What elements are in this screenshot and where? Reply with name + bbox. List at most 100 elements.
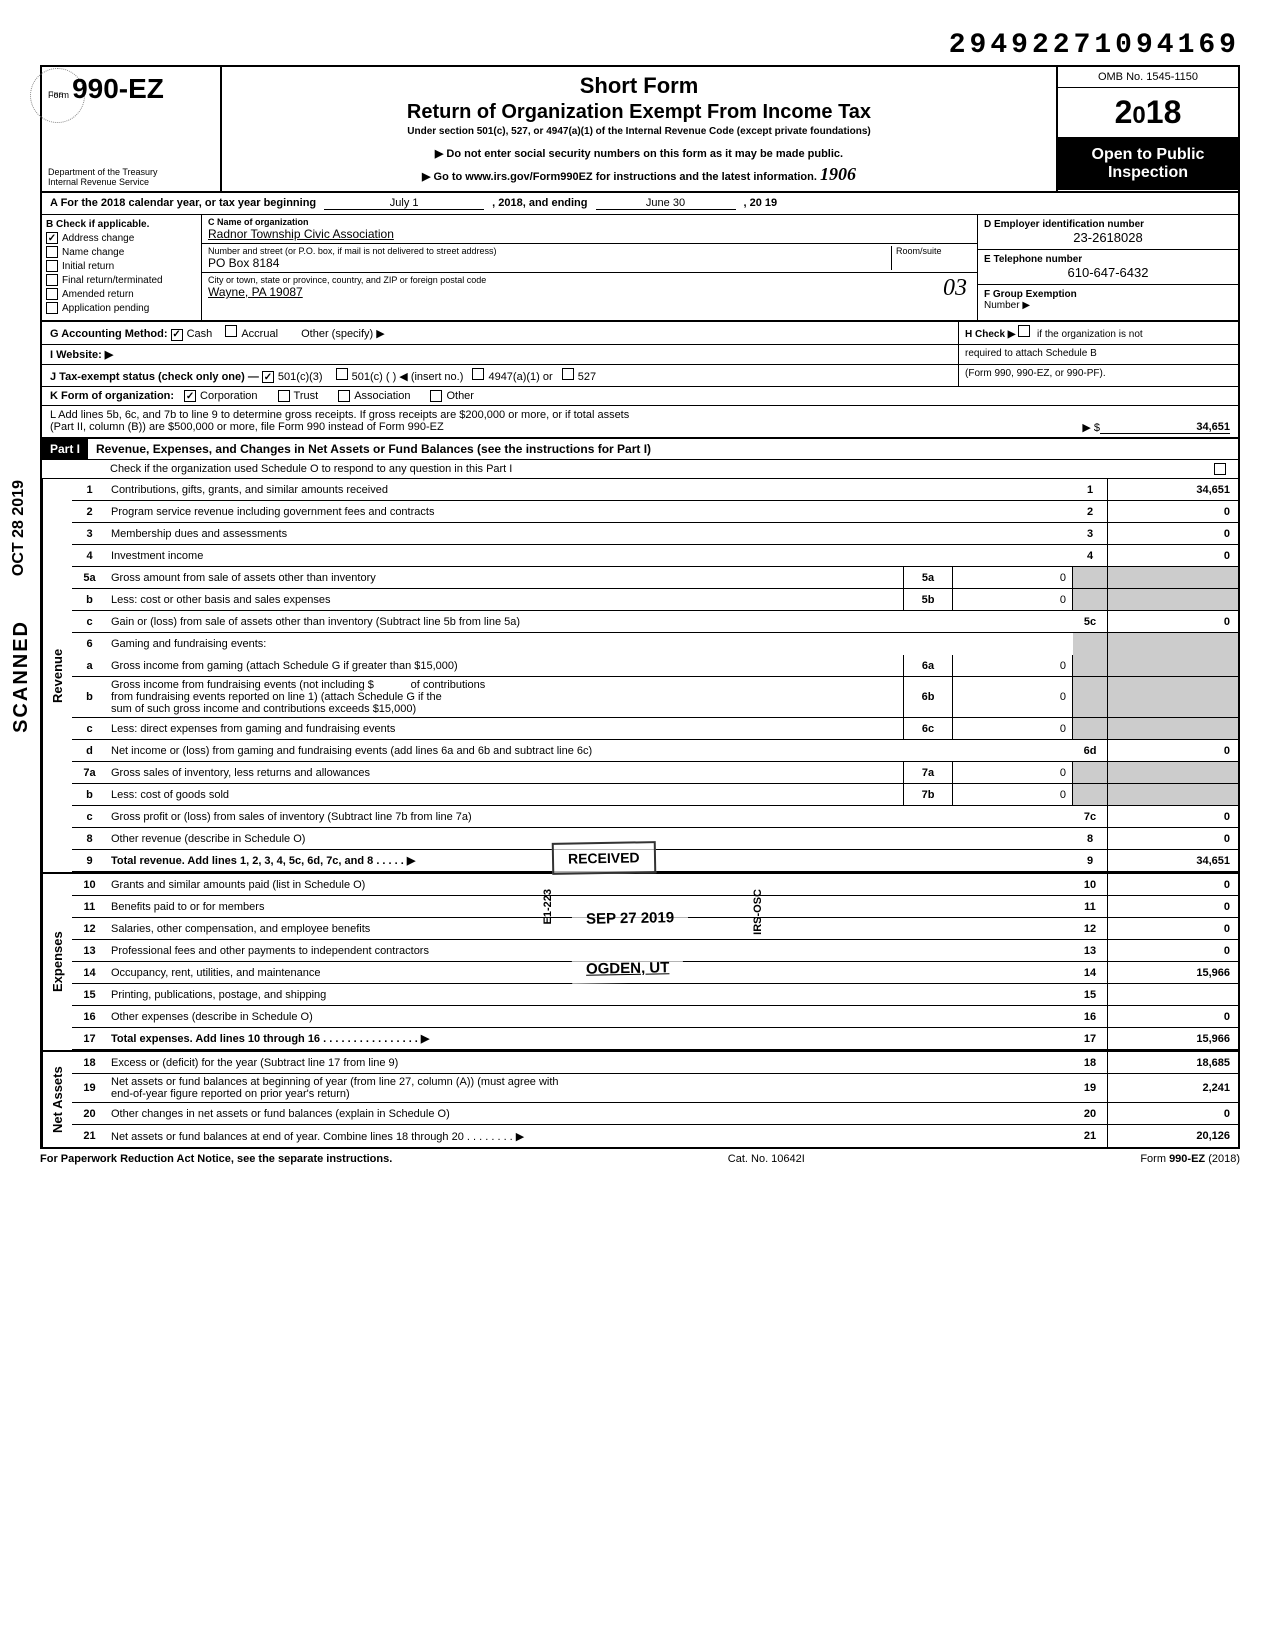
line-21-val[interactable]: 20,126 — [1108, 1125, 1238, 1147]
received-stamp: RECEIVED — [552, 841, 656, 875]
part-1-header: Part I Revenue, Expenses, and Changes in… — [42, 439, 1238, 460]
line-7a-num: 7a — [72, 765, 107, 781]
checkbox-amended[interactable] — [46, 288, 58, 300]
line-6c-mnum: 6c — [903, 718, 953, 739]
line-3-desc: Membership dues and assessments — [107, 526, 1073, 542]
tax-year-end[interactable]: June 30 — [596, 197, 736, 210]
line-18-rnum: 18 — [1073, 1052, 1108, 1073]
line-16-val[interactable]: 0 — [1108, 1006, 1238, 1027]
checkbox-501c3[interactable]: ✓ — [262, 371, 274, 383]
line-2-val[interactable]: 0 — [1108, 501, 1238, 522]
checkbox-address-change[interactable]: ✓ — [46, 232, 58, 244]
line-6b-desc: Gross income from fundraising events (no… — [107, 677, 903, 717]
checkbox-sched-o[interactable] — [1214, 463, 1226, 475]
org-name-row: C Name of organization Radnor Township C… — [202, 215, 977, 244]
checkbox-initial-return[interactable] — [46, 260, 58, 272]
line-6b-d4: sum of such gross income and contributio… — [111, 703, 416, 715]
label-4947: 4947(a)(1) or — [488, 371, 552, 383]
line-7a-mval[interactable]: 0 — [953, 762, 1073, 783]
checkbox-name-change[interactable] — [46, 246, 58, 258]
org-street[interactable]: PO Box 8184 — [208, 256, 891, 270]
line-4-val[interactable]: 0 — [1108, 545, 1238, 566]
checkbox-cash[interactable]: ✓ — [171, 329, 183, 341]
checkbox-sched-b[interactable] — [1018, 325, 1030, 337]
ein-value[interactable]: 23-2618028 — [984, 230, 1232, 245]
line-11-val[interactable]: 0 — [1108, 896, 1238, 917]
line-7c-val[interactable]: 0 — [1108, 806, 1238, 827]
line-7b-desc: Less: cost of goods sold — [107, 787, 903, 803]
row-h3: (Form 990, 990-EZ, or 990-PF). — [958, 365, 1238, 387]
short-form-title: Short Form — [232, 73, 1046, 99]
checkbox-trust[interactable] — [278, 390, 290, 402]
return-title: Return of Organization Exempt From Incom… — [232, 101, 1046, 124]
line-20-val[interactable]: 0 — [1108, 1103, 1238, 1124]
checkbox-other-org[interactable] — [430, 390, 442, 402]
label-accrual: Accrual — [241, 328, 278, 340]
city-row: City or town, state or province, country… — [202, 273, 977, 301]
form-990ez: Form 990-EZ Department of the Treasury I… — [40, 65, 1240, 1149]
line-6a-num: a — [72, 658, 107, 674]
label-other-method: Other (specify) ▶ — [301, 328, 385, 340]
org-name[interactable]: Radnor Township Civic Association — [208, 227, 971, 241]
label-street: Number and street (or P.O. box, if mail … — [208, 246, 891, 256]
page-footer: For Paperwork Reduction Act Notice, see … — [40, 1149, 1240, 1169]
line-9-val[interactable]: 34,651 — [1108, 850, 1238, 871]
phone-value[interactable]: 610-647-6432 — [984, 265, 1232, 280]
line-5a-rshade — [1073, 567, 1108, 588]
checkbox-app-pending[interactable] — [46, 302, 58, 314]
tax-year-begin[interactable]: July 1 — [324, 197, 484, 210]
line-3-num: 3 — [72, 526, 107, 542]
checkbox-501c[interactable] — [336, 368, 348, 380]
line-21-desc: Net assets or fund balances at end of ye… — [107, 1128, 1073, 1145]
checkbox-accrual[interactable] — [225, 325, 237, 337]
line-14-num: 14 — [72, 965, 107, 981]
line-5a-mval[interactable]: 0 — [953, 567, 1073, 588]
header-left: Form 990-EZ Department of the Treasury I… — [42, 67, 222, 191]
line-15-val[interactable] — [1108, 984, 1238, 1005]
org-city[interactable]: Wayne, PA 19087 — [208, 285, 971, 299]
checkbox-assoc[interactable] — [338, 390, 350, 402]
line-7c-rnum: 7c — [1073, 806, 1108, 827]
line-6b-d2: of contributions — [411, 679, 486, 691]
h-text4: (Form 990, 990-EZ, or 990-PF). — [965, 368, 1106, 379]
line-19-d1: Net assets or fund balances at beginning… — [111, 1076, 559, 1088]
stamp-ogden: OGDEN, UT — [572, 953, 684, 984]
line-20-rnum: 20 — [1073, 1103, 1108, 1124]
line-5b-mval[interactable]: 0 — [953, 589, 1073, 610]
label-website: I Website: ▶ — [50, 349, 113, 361]
line-5b-vshade — [1108, 589, 1238, 610]
line-5b-mnum: 5b — [903, 589, 953, 610]
line-5c-val[interactable]: 0 — [1108, 611, 1238, 632]
checkbox-4947[interactable] — [472, 368, 484, 380]
line-20-num: 20 — [72, 1106, 107, 1122]
line-1-val[interactable]: 34,651 — [1108, 479, 1238, 500]
line-6b-mval[interactable]: 0 — [953, 677, 1073, 717]
line-6d-val[interactable]: 0 — [1108, 740, 1238, 761]
line-3-val[interactable]: 0 — [1108, 523, 1238, 544]
line-12-val[interactable]: 0 — [1108, 918, 1238, 939]
row-h: H Check ▶ if the organization is not — [958, 322, 1238, 344]
label-trust: Trust — [294, 390, 319, 402]
omb-number: OMB No. 1545-1150 — [1058, 67, 1238, 88]
line-14-val[interactable]: 15,966 — [1108, 962, 1238, 983]
line-10-val[interactable]: 0 — [1108, 874, 1238, 895]
line-6c-mval[interactable]: 0 — [953, 718, 1073, 739]
line-6c-rshade — [1073, 718, 1108, 739]
line-7b-rshade — [1073, 784, 1108, 805]
checkbox-527[interactable] — [562, 368, 574, 380]
line-6b-vshade — [1108, 677, 1238, 717]
label-501c3: 501(c)(3) — [278, 371, 323, 383]
checkbox-corp[interactable]: ✓ — [184, 390, 196, 402]
line-21-rnum: 21 — [1073, 1125, 1108, 1147]
checkbox-final-return[interactable] — [46, 274, 58, 286]
line-19-val[interactable]: 2,241 — [1108, 1074, 1238, 1102]
line-17-val[interactable]: 15,966 — [1108, 1028, 1238, 1049]
line-6a-mval[interactable]: 0 — [953, 655, 1073, 676]
line-13-val[interactable]: 0 — [1108, 940, 1238, 961]
line-8-val[interactable]: 0 — [1108, 828, 1238, 849]
label-phone: E Telephone number — [984, 254, 1232, 265]
line-7b-mval[interactable]: 0 — [953, 784, 1073, 805]
line-12-rnum: 12 — [1073, 918, 1108, 939]
stamp-irs-osc: IRS-OSC — [752, 889, 764, 935]
line-18-val[interactable]: 18,685 — [1108, 1052, 1238, 1073]
